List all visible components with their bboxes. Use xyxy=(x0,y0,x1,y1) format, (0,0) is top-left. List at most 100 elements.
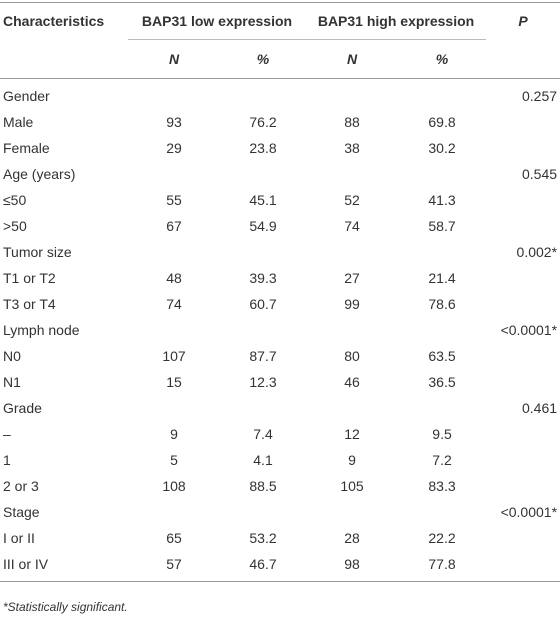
table-cell: 45.1 xyxy=(249,192,277,208)
table-cell: Stage xyxy=(3,504,40,520)
table-cell: 0.461 xyxy=(521,400,558,416)
table-cell: 78.6 xyxy=(428,296,456,312)
data-row: I or II 65 53.2 28 22.2 xyxy=(0,525,560,551)
table-cell: – xyxy=(3,426,11,442)
header-cell: P xyxy=(486,2,560,40)
header-cell: BAP31 high expression xyxy=(306,2,487,40)
table-cell: 107 xyxy=(162,348,186,364)
data-table: Characteristics BAP31 low expression BAP… xyxy=(0,2,560,582)
table-cell xyxy=(486,473,560,499)
table-cell: 63.5 xyxy=(428,348,456,364)
table-cell: <0.0001* xyxy=(500,504,558,520)
table-cell: 58.7 xyxy=(428,218,456,234)
table-cell: 27 xyxy=(344,270,360,286)
table-cell xyxy=(486,265,560,291)
data-row: 2 or 3 108 88.5 105 83.3 xyxy=(0,473,560,499)
table-cell xyxy=(128,239,486,265)
table-cell: 46.7 xyxy=(220,551,307,582)
table-cell xyxy=(486,135,560,161)
table-cell: 12 xyxy=(344,426,360,442)
header-cell: Characteristics xyxy=(0,2,128,40)
table-cell: 12.3 xyxy=(249,374,277,390)
data-row: – 9 7.4 12 9.5 xyxy=(0,421,560,447)
table-cell: <0.0001* xyxy=(500,322,558,338)
table-cell xyxy=(486,525,560,551)
table-cell: 29 xyxy=(166,140,182,156)
table-cell: Lymph node xyxy=(3,322,80,338)
table-cell: T1 or T2 xyxy=(3,270,56,286)
table-cell: 54.9 xyxy=(249,218,277,234)
table-cell: 5 xyxy=(170,452,178,468)
table-cell xyxy=(128,79,486,110)
table-cell: III or IV xyxy=(0,551,128,582)
table-cell: 7.2 xyxy=(432,452,452,468)
table-cell: ≤50 xyxy=(3,192,27,208)
table-cell: 2 or 3 xyxy=(3,478,39,494)
table-cell xyxy=(486,109,560,135)
table-cell: T3 or T4 xyxy=(3,296,56,312)
table-cell xyxy=(128,395,486,421)
table-cell xyxy=(486,343,560,369)
table-cell: 1 xyxy=(3,452,11,468)
table-cell: Gender xyxy=(3,88,50,104)
table-cell xyxy=(486,187,560,213)
table-cell: 74 xyxy=(166,296,182,312)
table-cell: 30.2 xyxy=(428,140,456,156)
group-row: Grade 0.461 xyxy=(0,395,560,421)
table-cell: 80 xyxy=(344,348,360,364)
table-cell xyxy=(486,447,560,473)
header-cell: BAP31 low expression xyxy=(128,2,307,40)
table-cell: 46 xyxy=(344,374,360,390)
table-cell xyxy=(486,369,560,395)
table-cell: 87.7 xyxy=(249,348,277,364)
table-cell xyxy=(486,551,560,582)
table-cell: 65 xyxy=(166,530,182,546)
data-row: ≤50 55 45.1 52 41.3 xyxy=(0,187,560,213)
data-row: Female 29 23.8 38 30.2 xyxy=(0,135,560,161)
table-cell: 0.545 xyxy=(521,166,558,182)
table-cell: N1 xyxy=(3,374,21,390)
table-cell xyxy=(486,421,560,447)
table-cell: 98 xyxy=(306,551,399,582)
table-cell: 22.2 xyxy=(428,530,456,546)
table-cell: Grade xyxy=(3,400,42,416)
table-body: Gender 0.257 Male 93 76.2 88 69.8 Female 29 23.8 3… xyxy=(0,79,560,582)
subheader-cell: N xyxy=(306,39,399,79)
group-row: Lymph node <0.0001* xyxy=(0,317,560,343)
data-row: T1 or T2 48 39.3 27 21.4 xyxy=(0,265,560,291)
table-cell: 4.1 xyxy=(253,452,273,468)
table-cell: 67 xyxy=(166,218,182,234)
table-cell: 57 xyxy=(128,551,220,582)
table-cell: 53.2 xyxy=(249,530,277,546)
table-cell: Age (years) xyxy=(3,166,76,182)
footnote: *Statistically significant. xyxy=(3,600,128,614)
table-cell: 88.5 xyxy=(249,478,277,494)
table-cell xyxy=(486,291,560,317)
group-row: Age (years) 0.545 xyxy=(0,161,560,187)
data-row: N0 107 87.7 80 63.5 xyxy=(0,343,560,369)
subheader-cell: % xyxy=(220,39,307,79)
table-cell: 99 xyxy=(344,296,360,312)
table-cell: 0.002* xyxy=(516,244,558,260)
table-cell: N0 xyxy=(3,348,21,364)
table-cell: 88 xyxy=(344,114,360,130)
table-cell: 9.5 xyxy=(432,426,452,442)
table-cell: 39.3 xyxy=(249,270,277,286)
table-cell: 9 xyxy=(170,426,178,442)
data-row: N1 15 12.3 46 36.5 xyxy=(0,369,560,395)
table-cell: Female xyxy=(3,140,50,156)
data-row: III or IV 57 46.7 98 77.8 xyxy=(0,551,560,582)
data-row: Male 93 76.2 88 69.8 xyxy=(0,109,560,135)
table-cell: 41.3 xyxy=(428,192,456,208)
table-cell: 108 xyxy=(162,478,186,494)
group-row: Tumor size 0.002* xyxy=(0,239,560,265)
table-cell: 74 xyxy=(344,218,360,234)
table-cell: 69.8 xyxy=(428,114,456,130)
data-row: T3 or T4 74 60.7 99 78.6 xyxy=(0,291,560,317)
table-cell: 0.257 xyxy=(521,88,558,104)
table-cell: 105 xyxy=(340,478,364,494)
table-cell: Tumor size xyxy=(3,244,72,260)
data-row: 1 5 4.1 9 7.2 xyxy=(0,447,560,473)
table-cell xyxy=(128,499,486,525)
